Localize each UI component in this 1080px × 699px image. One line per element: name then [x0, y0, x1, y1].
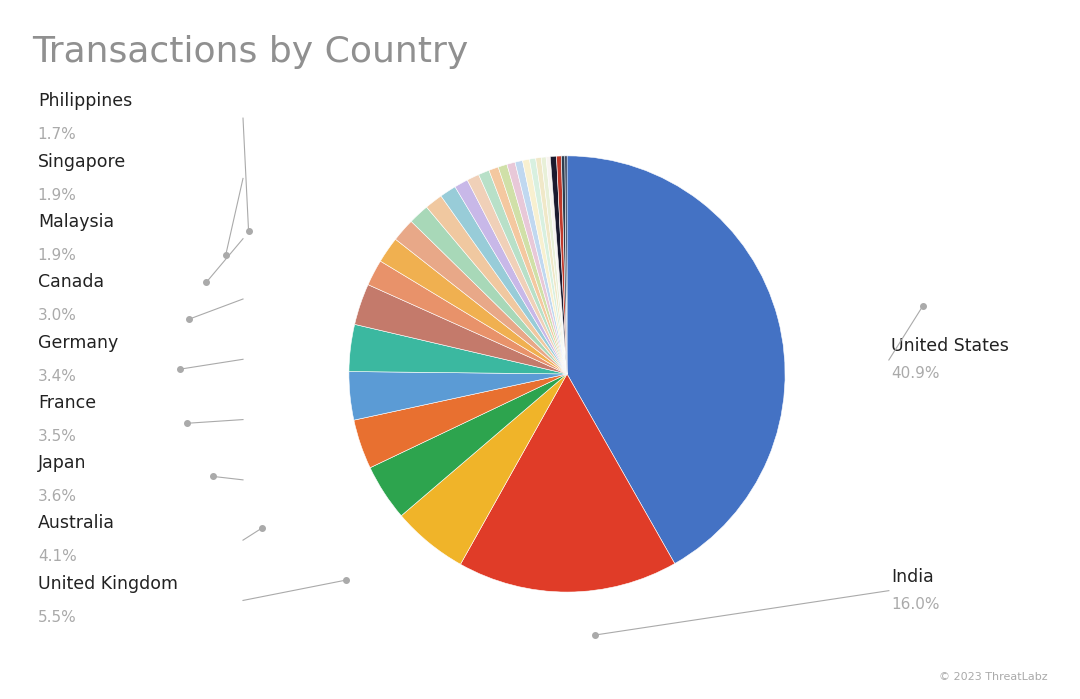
- Wedge shape: [515, 161, 567, 374]
- Text: Singapore: Singapore: [38, 152, 126, 171]
- Wedge shape: [550, 156, 567, 374]
- Text: 1.9%: 1.9%: [38, 248, 77, 263]
- Wedge shape: [455, 180, 567, 374]
- Wedge shape: [370, 374, 567, 516]
- Text: Germany: Germany: [38, 333, 118, 352]
- Wedge shape: [562, 156, 567, 374]
- Wedge shape: [402, 374, 567, 564]
- Wedge shape: [468, 175, 567, 374]
- Wedge shape: [489, 167, 567, 374]
- Wedge shape: [354, 374, 567, 468]
- Text: Transactions by Country: Transactions by Country: [32, 35, 469, 69]
- Wedge shape: [380, 239, 567, 374]
- Wedge shape: [567, 156, 785, 563]
- Text: Canada: Canada: [38, 273, 104, 291]
- Text: 5.5%: 5.5%: [38, 610, 77, 625]
- Wedge shape: [368, 261, 567, 374]
- Text: 1.7%: 1.7%: [38, 127, 77, 143]
- Text: Malaysia: Malaysia: [38, 213, 113, 231]
- Text: © 2023 ThreatLabz: © 2023 ThreatLabz: [939, 672, 1048, 682]
- Wedge shape: [441, 187, 567, 374]
- Text: United States: United States: [891, 337, 1009, 355]
- Wedge shape: [556, 156, 567, 374]
- Text: India: India: [891, 568, 934, 586]
- Wedge shape: [478, 171, 567, 374]
- Wedge shape: [427, 196, 567, 374]
- Text: 40.9%: 40.9%: [891, 366, 940, 382]
- Wedge shape: [349, 324, 567, 374]
- Wedge shape: [411, 207, 567, 374]
- Wedge shape: [460, 374, 675, 592]
- Text: 4.1%: 4.1%: [38, 549, 77, 564]
- Text: 16.0%: 16.0%: [891, 597, 940, 612]
- Wedge shape: [541, 157, 567, 374]
- Text: 3.0%: 3.0%: [38, 308, 77, 323]
- Text: 3.4%: 3.4%: [38, 368, 77, 384]
- Wedge shape: [507, 162, 567, 374]
- Wedge shape: [349, 371, 567, 420]
- Text: Philippines: Philippines: [38, 92, 132, 110]
- Text: United Kingdom: United Kingdom: [38, 575, 178, 593]
- Wedge shape: [395, 222, 567, 374]
- Text: France: France: [38, 394, 96, 412]
- Text: Japan: Japan: [38, 454, 86, 472]
- Wedge shape: [498, 164, 567, 374]
- Wedge shape: [546, 157, 567, 374]
- Text: 1.9%: 1.9%: [38, 188, 77, 203]
- Wedge shape: [529, 158, 567, 374]
- Wedge shape: [354, 284, 567, 374]
- Wedge shape: [536, 157, 567, 374]
- Wedge shape: [565, 156, 567, 374]
- Text: Australia: Australia: [38, 514, 114, 533]
- Wedge shape: [523, 159, 567, 374]
- Text: 3.6%: 3.6%: [38, 489, 77, 504]
- Text: 3.5%: 3.5%: [38, 429, 77, 444]
